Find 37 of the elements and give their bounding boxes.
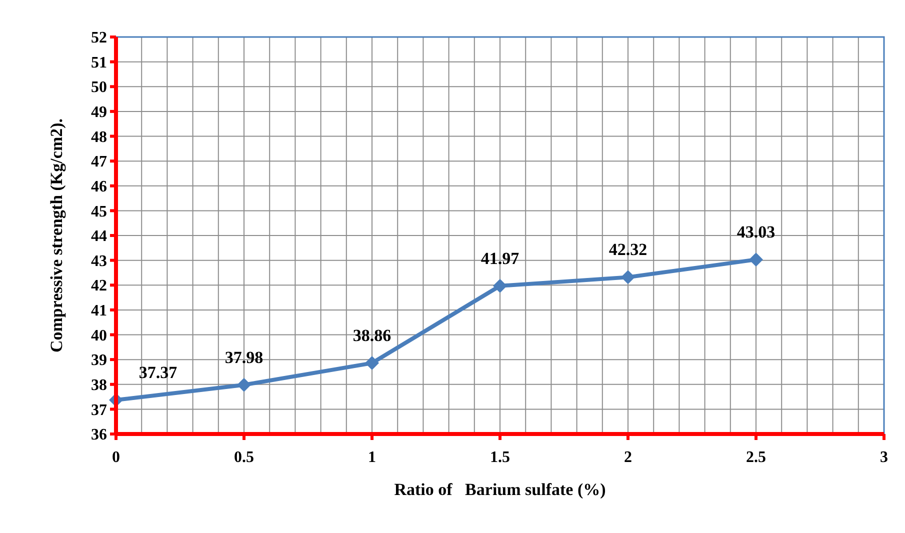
y-axis-title: Compressive strength (Kg/cm2). [47,118,66,353]
data-label: 37.98 [224,348,264,367]
data-label: 43.03 [736,222,776,242]
x-tick-label: 3 [880,449,888,466]
y-tick-label: 37 [91,402,107,419]
y-tick-label: 36 [91,426,107,444]
point [749,252,763,267]
y-tick-label: 43 [91,252,107,270]
y-tick-label: 52 [91,30,107,47]
y-tick-label: 41 [91,302,107,320]
x-tick-label: 1.5 [490,449,510,466]
y-tick-label: 50 [91,79,107,96]
data-label: 38.86 [352,326,392,346]
x-tick-label: 1 [368,449,376,466]
data-label: 37.37 [138,363,178,382]
y-tick-label: 42 [91,278,107,295]
y-tick-label: 46 [91,178,107,196]
point [621,270,635,284]
y-tick-label: 38 [91,376,107,394]
x-tick-label: 2.5 [746,449,766,466]
point [237,378,251,392]
point [493,278,507,293]
x-tick-label: 2 [624,449,632,466]
data-label: 41.97 [480,248,520,268]
data-label: 42.32 [608,240,648,260]
y-tick-label: 39 [91,352,107,370]
x-tick-label: 0 [112,449,120,466]
x-tick-label: 0.5 [234,449,254,466]
y-tick-label: 49 [91,104,107,122]
y-tick-label: 48 [91,128,107,146]
y-tick-label: 47 [91,154,107,171]
x-axis-title: Ratio of Barium sulfate (%) [394,480,606,499]
point [365,356,379,370]
y-tick-label: 51 [91,54,107,72]
y-tick-label: 44 [91,228,107,246]
y-tick-label: 40 [91,327,107,344]
y-tick-label: 45 [91,203,107,220]
